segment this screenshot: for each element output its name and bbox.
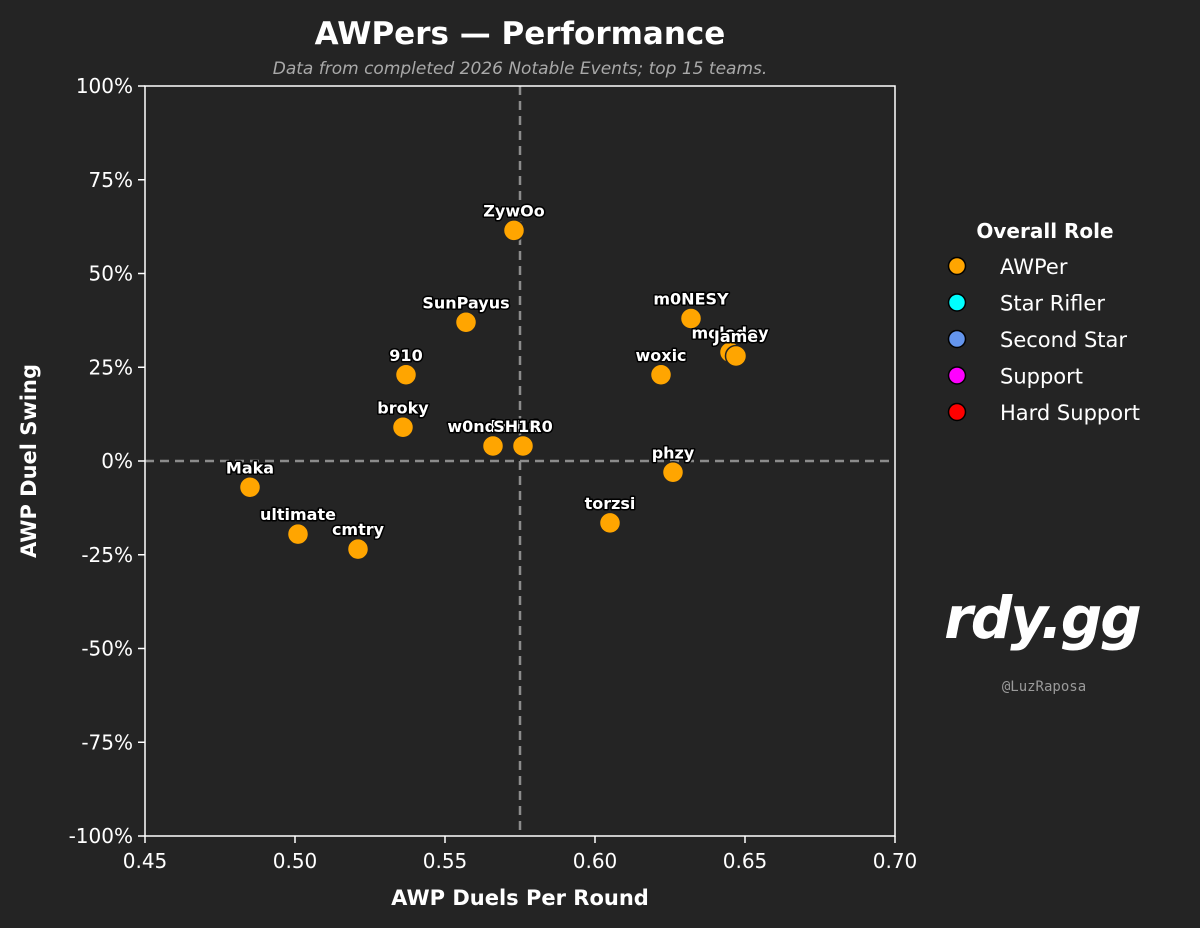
point-label: SunPayus bbox=[422, 293, 509, 312]
data-point bbox=[679, 307, 703, 330]
legend-label: Hard Support bbox=[1000, 401, 1140, 425]
legend: Overall Role AWPer Star Rifler Second Star… bbox=[947, 219, 1140, 425]
legend-marker bbox=[947, 366, 967, 385]
data-point bbox=[286, 522, 310, 546]
data-point bbox=[511, 434, 535, 458]
point-label: torzsi bbox=[585, 494, 636, 513]
legend-marker bbox=[947, 256, 967, 276]
x-tick-label: 0.45 bbox=[123, 849, 168, 873]
data-point bbox=[346, 537, 370, 561]
point-label: 910 bbox=[389, 346, 422, 365]
point-label: Jame bbox=[713, 327, 758, 346]
data-point bbox=[649, 363, 673, 386]
y-tick-label: 0% bbox=[101, 449, 133, 473]
point-label: w0nderful bbox=[447, 417, 538, 436]
data-point bbox=[481, 434, 505, 458]
reference-lines bbox=[145, 86, 895, 836]
point-label: broky bbox=[377, 398, 429, 417]
y-tick-label: -75% bbox=[81, 730, 133, 754]
chart-title: AWPers — Performance bbox=[315, 16, 726, 52]
point-label: SH1R0 bbox=[493, 417, 553, 436]
legend-marker bbox=[947, 329, 967, 349]
data-point bbox=[391, 416, 415, 439]
x-tick-label: 0.65 bbox=[723, 849, 768, 873]
legend-label: AWPer bbox=[1000, 255, 1068, 279]
legend-title: Overall Role bbox=[976, 219, 1113, 243]
legend-label: Support bbox=[1000, 365, 1083, 389]
legend-label: Second Star bbox=[1000, 328, 1127, 352]
x-axis-label: AWP Duels Per Round bbox=[391, 886, 649, 910]
y-tick-label: -50% bbox=[81, 637, 133, 661]
y-tick-label: -25% bbox=[81, 543, 133, 567]
chart-subtitle: Data from completed 2026 Notable Events;… bbox=[273, 59, 768, 79]
y-tick-label: 75% bbox=[89, 168, 133, 192]
y-axis-label: AWP Duel Swing bbox=[17, 364, 41, 558]
point-label: molodoy bbox=[691, 323, 769, 342]
point-label: cmtry bbox=[332, 520, 385, 539]
data-point bbox=[502, 219, 526, 242]
data-point bbox=[661, 461, 685, 484]
data-point bbox=[394, 363, 418, 386]
point-label: woxic bbox=[635, 346, 686, 365]
legend-marker bbox=[947, 402, 967, 422]
point-label: m0NESY bbox=[653, 290, 729, 309]
point-label: phzy bbox=[652, 443, 695, 462]
y-tick-label: 50% bbox=[89, 262, 133, 286]
brand-logo: rdy.gg bbox=[944, 584, 1140, 652]
y-tick-label: -100% bbox=[69, 824, 133, 848]
data-point bbox=[598, 511, 622, 535]
x-axis-ticks: 0.45 0.50 0.55 0.60 0.65 0.70 bbox=[123, 836, 918, 873]
x-tick-label: 0.60 bbox=[573, 849, 618, 873]
y-tick-label: 100% bbox=[76, 74, 133, 98]
point-label: Maka bbox=[226, 458, 274, 477]
legend-label: Star Rifler bbox=[1000, 292, 1105, 316]
y-tick-label: 25% bbox=[89, 355, 133, 379]
x-tick-label: 0.70 bbox=[873, 849, 918, 873]
point-label: ZywOo bbox=[483, 201, 544, 220]
data-point bbox=[724, 344, 748, 368]
y-axis-ticks: 100% 75% 50% 25% 0% -25% -50% -75% -100% bbox=[69, 74, 145, 848]
x-tick-label: 0.50 bbox=[273, 849, 318, 873]
author-handle: @LuzRaposa bbox=[1002, 679, 1086, 695]
data-point bbox=[238, 476, 262, 499]
point-label: ultimate bbox=[260, 505, 336, 524]
x-tick-label: 0.55 bbox=[423, 849, 468, 873]
legend-marker bbox=[947, 293, 967, 312]
legend-entries: AWPer Star Rifler Second Star Support Hard S… bbox=[947, 255, 1140, 425]
data-points bbox=[238, 219, 748, 561]
data-point bbox=[454, 311, 478, 334]
